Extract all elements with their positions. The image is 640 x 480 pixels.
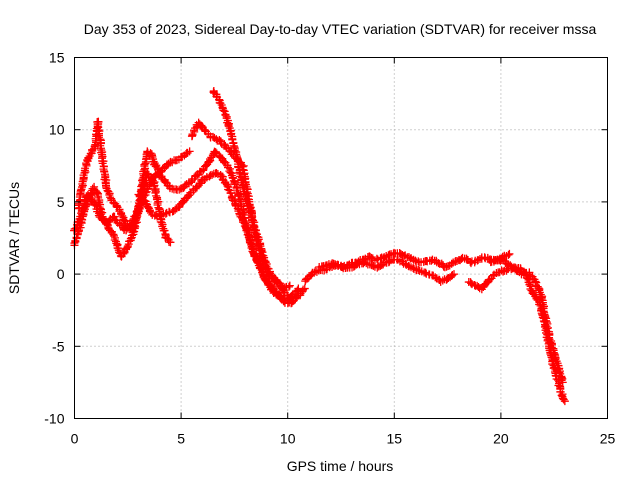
x-tick-label: 10 xyxy=(280,431,296,447)
data-point xyxy=(166,238,175,247)
data-point xyxy=(227,130,236,139)
data-point xyxy=(279,286,288,295)
data-point xyxy=(283,291,292,300)
data-point xyxy=(244,229,253,238)
data-point xyxy=(414,266,423,275)
data-point xyxy=(502,266,511,275)
data-point xyxy=(438,276,447,285)
data-point xyxy=(541,313,550,322)
data-point xyxy=(109,231,118,240)
data-point xyxy=(558,378,567,387)
data-point xyxy=(249,248,258,257)
x-tick-label: 0 xyxy=(71,431,79,447)
y-axis-label: SDTVAR / TECUs xyxy=(6,182,22,294)
data-point xyxy=(238,165,247,174)
data-point xyxy=(485,275,494,284)
data-point xyxy=(134,205,143,214)
data-point xyxy=(466,259,475,268)
data-point xyxy=(216,99,225,108)
series-track xyxy=(187,118,292,300)
data-point xyxy=(449,270,458,279)
data-point xyxy=(208,170,217,179)
data-point xyxy=(505,249,514,258)
data-point xyxy=(114,244,123,253)
data-point xyxy=(118,211,127,220)
data-point xyxy=(123,242,132,251)
plot-frame xyxy=(74,57,608,419)
data-point xyxy=(183,192,192,201)
data-point xyxy=(393,255,402,264)
y-tick-label: 10 xyxy=(49,122,65,138)
data-point xyxy=(185,147,194,156)
data-point xyxy=(555,368,564,377)
y-tick-label: 0 xyxy=(57,266,65,282)
data-point xyxy=(537,294,546,303)
data-point xyxy=(299,285,308,294)
points-layer xyxy=(70,87,569,406)
x-tick-label: 20 xyxy=(493,431,509,447)
x-tick-label: 15 xyxy=(387,431,403,447)
data-point xyxy=(311,267,320,276)
data-point xyxy=(90,201,99,210)
data-point xyxy=(293,286,302,295)
data-point xyxy=(405,262,414,271)
data-point xyxy=(97,148,106,157)
data-point xyxy=(201,175,210,184)
data-point xyxy=(168,158,177,167)
data-point xyxy=(234,190,243,199)
data-point xyxy=(467,279,476,288)
x-tick-label: 25 xyxy=(600,431,616,447)
data-point xyxy=(247,244,256,253)
data-point xyxy=(545,335,554,344)
data-point xyxy=(110,235,119,244)
data-point xyxy=(285,281,294,290)
data-point xyxy=(224,122,233,131)
data-point xyxy=(559,395,568,404)
series-track xyxy=(486,255,567,387)
y-tick-label: 5 xyxy=(57,194,65,210)
series-track xyxy=(315,255,458,286)
data-point xyxy=(312,267,321,276)
data-point xyxy=(560,397,569,406)
data-point xyxy=(261,263,270,272)
chart-title: Day 353 of 2023, Sidereal Day-to-day VTE… xyxy=(84,21,597,37)
data-point xyxy=(157,210,166,219)
data-point xyxy=(219,106,228,115)
data-point xyxy=(379,260,388,269)
y-tick-label: 15 xyxy=(49,50,65,66)
data-point xyxy=(262,276,271,285)
data-point xyxy=(154,203,163,212)
data-point xyxy=(259,260,268,269)
series-track xyxy=(74,117,194,235)
data-point xyxy=(504,250,513,259)
data-point xyxy=(76,212,85,221)
data-point xyxy=(489,257,498,266)
data-point xyxy=(80,199,89,208)
data-point xyxy=(137,194,146,203)
data-point xyxy=(284,282,293,291)
y-tick-label: -5 xyxy=(52,338,65,354)
data-point xyxy=(238,218,247,227)
data-point xyxy=(294,284,303,293)
data-point xyxy=(128,216,137,225)
data-point xyxy=(212,168,221,177)
data-point xyxy=(362,259,371,268)
data-point xyxy=(84,153,93,162)
y-tick-label: -10 xyxy=(44,411,64,427)
x-axis-label: GPS time / hours xyxy=(287,458,394,474)
data-point xyxy=(135,191,144,200)
data-point xyxy=(448,270,457,279)
data-point xyxy=(164,159,173,168)
data-point xyxy=(93,207,102,216)
data-point xyxy=(224,163,233,172)
x-tick-label: 5 xyxy=(177,431,185,447)
data-point xyxy=(385,257,394,266)
data-point xyxy=(223,181,232,190)
data-point xyxy=(257,254,266,263)
